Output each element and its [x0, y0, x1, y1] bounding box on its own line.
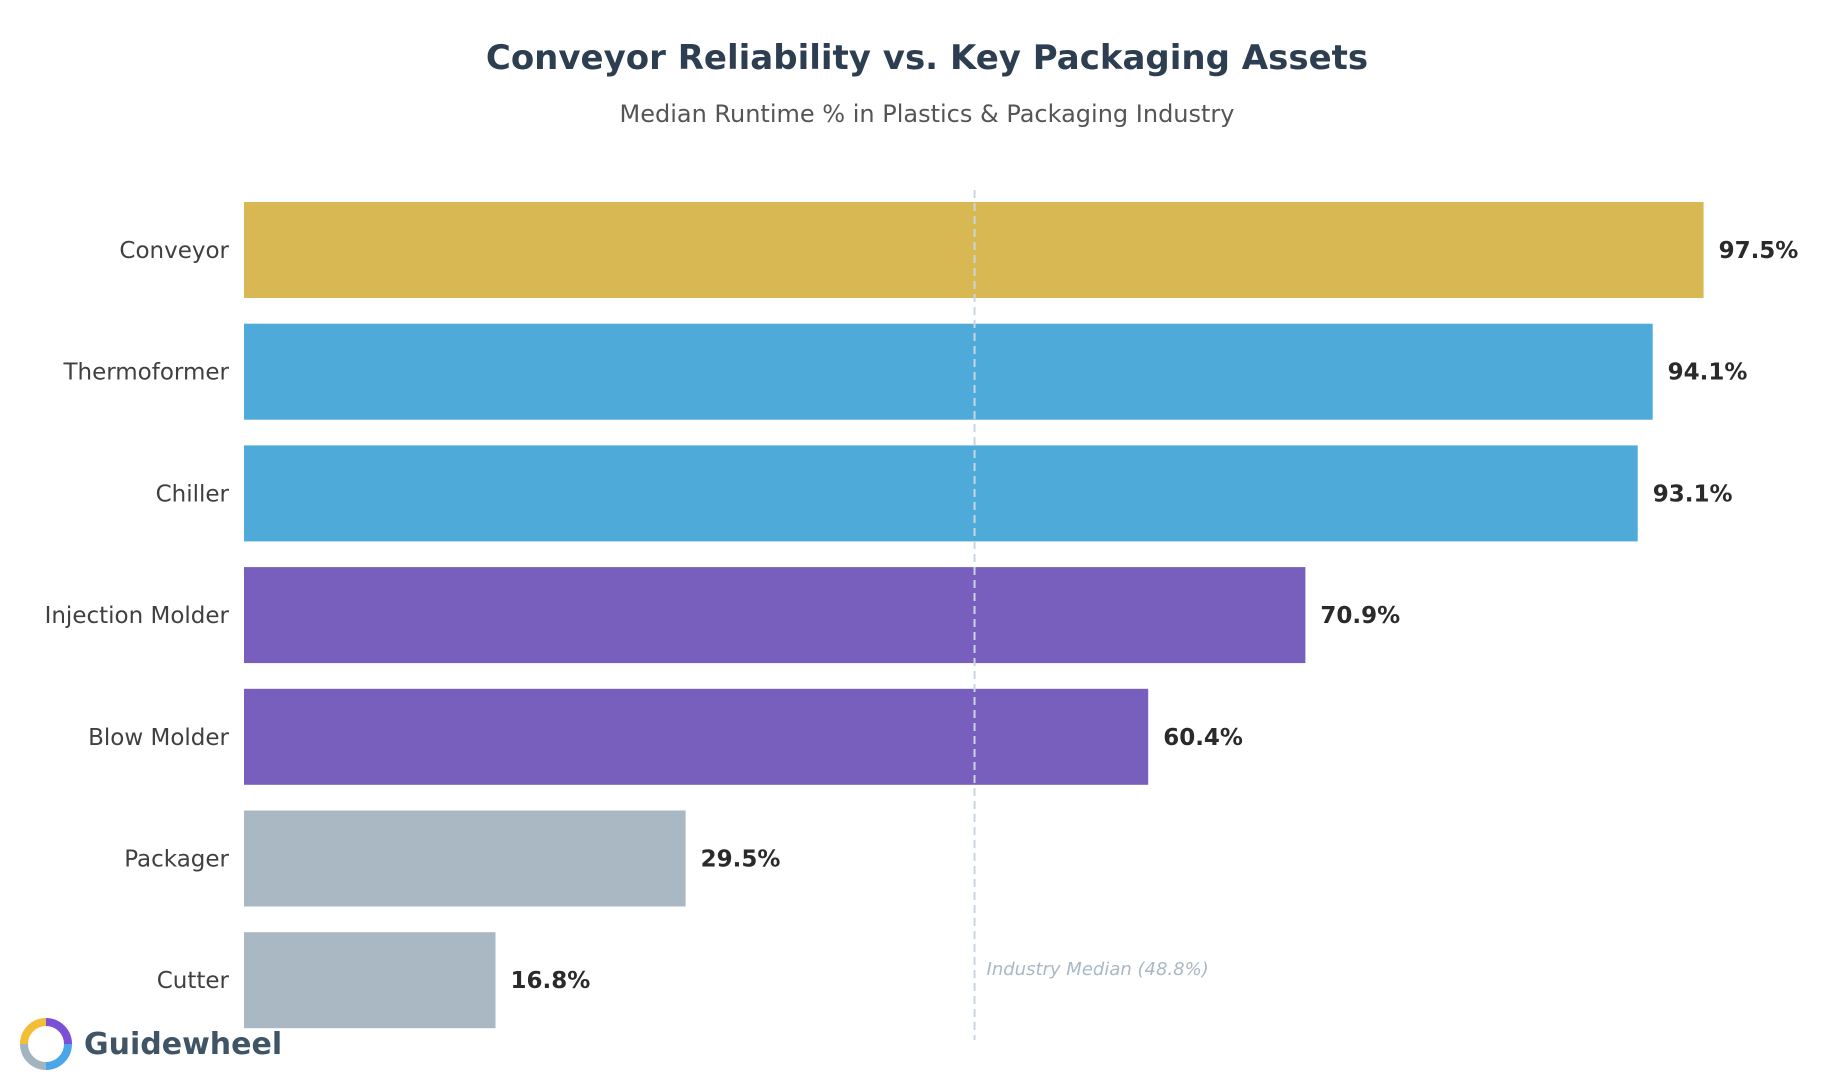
category-label-packager: Packager [124, 847, 229, 873]
category-label-injection-molder: Injection Molder [45, 603, 230, 629]
value-label-thermoformer: 94.1% [1668, 360, 1748, 386]
value-label-injection-molder: 70.9% [1320, 603, 1400, 629]
chart-title: Conveyor Reliability vs. Key Packaging A… [485, 38, 1369, 78]
brand-name: Guidewheel [84, 1026, 283, 1062]
value-label-cutter: 16.8% [510, 968, 590, 994]
value-label-blow-molder: 60.4% [1163, 725, 1243, 751]
bar-injection-molder [244, 567, 1306, 664]
bar-chiller [244, 445, 1638, 542]
category-label-thermoformer: Thermoformer [62, 360, 229, 386]
value-label-conveyor: 97.5% [1719, 238, 1799, 264]
category-label-cutter: Cutter [157, 968, 230, 994]
bar-thermoformer [244, 323, 1653, 420]
chart-subtitle: Median Runtime % in Plastics & Packaging… [619, 100, 1235, 128]
bar-cutter [244, 932, 496, 1029]
bar-packager [244, 810, 686, 907]
value-label-packager: 29.5% [701, 847, 781, 873]
category-label-blow-molder: Blow Molder [88, 725, 229, 751]
value-label-chiller: 93.1% [1653, 481, 1733, 507]
labels-layer: Conveyor 97.5% Thermoformer 94.1% Chiller 93.… [45, 238, 1799, 994]
industry-median-label: Industry Median (48.8%) [987, 959, 1209, 980]
brand: Guidewheel [20, 1018, 282, 1070]
guidewheel-logo-icon [20, 1018, 72, 1070]
category-label-chiller: Chiller [156, 481, 230, 507]
bar-blow-molder [244, 688, 1149, 785]
category-label-conveyor: Conveyor [119, 238, 229, 264]
bars-layer [244, 202, 1704, 1029]
